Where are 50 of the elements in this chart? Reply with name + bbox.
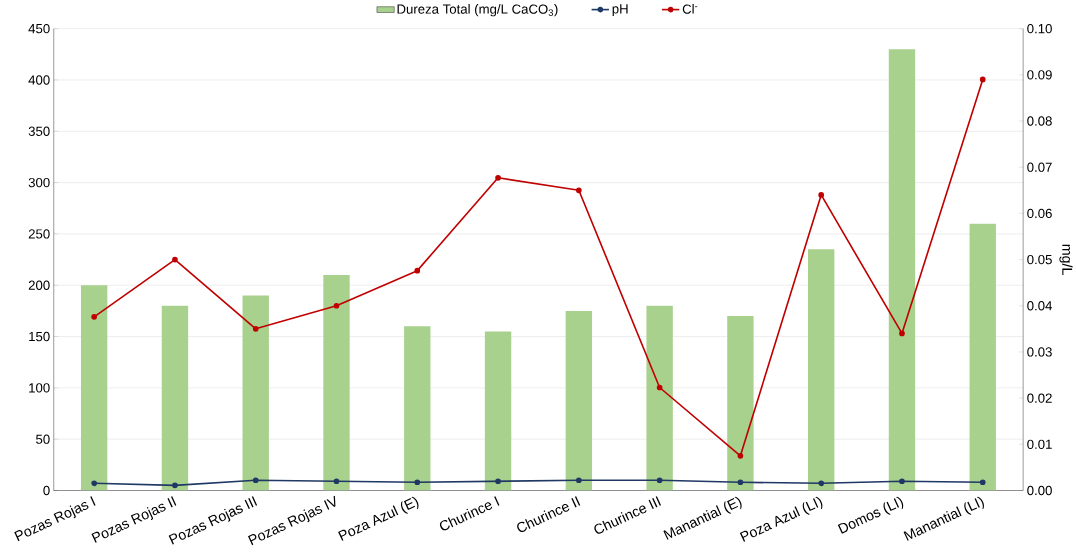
y2-tick-label: 0.04 xyxy=(1027,301,1053,311)
legend-label: Cl$^{-}$ xyxy=(682,4,698,14)
y-tick-label: 0 xyxy=(43,485,50,496)
point xyxy=(576,187,582,194)
point xyxy=(91,314,97,320)
y-tick-label: 200 xyxy=(28,280,50,290)
y2-tick-label: 0.10 xyxy=(1027,24,1052,34)
bar xyxy=(888,49,916,491)
point xyxy=(414,267,421,274)
bar xyxy=(161,305,189,491)
bar xyxy=(80,285,108,491)
point xyxy=(899,330,905,337)
y-tick-label: 50 xyxy=(36,434,50,444)
y2-tick-label: 0.01 xyxy=(1027,439,1052,450)
bar xyxy=(404,326,431,491)
point xyxy=(737,453,744,459)
point xyxy=(172,256,178,263)
y2-tick-label: 0.02 xyxy=(1027,393,1052,403)
bar xyxy=(969,223,996,491)
y2-axis-title: mg/L xyxy=(1059,244,1073,275)
y2-tick-label: 0.07 xyxy=(1027,162,1052,172)
y-tick-label: 300 xyxy=(28,178,50,188)
point xyxy=(495,175,501,181)
point xyxy=(656,384,663,391)
bar xyxy=(484,331,512,491)
y-tick-label: 100 xyxy=(29,383,50,393)
y2-tick-label: 0.05 xyxy=(1027,254,1052,265)
bar xyxy=(323,275,350,491)
y2-tick-label: 0.06 xyxy=(1027,208,1052,219)
x-tick-label: Poza Azul (E) xyxy=(338,496,419,541)
bar xyxy=(807,249,835,491)
point xyxy=(979,76,986,83)
bar xyxy=(646,305,673,491)
y2-tick-label: 0.03 xyxy=(1027,347,1052,357)
point xyxy=(333,303,340,309)
bar xyxy=(727,316,754,491)
legend-label: Dureza Total (mg/L CaCO$_{3}$) xyxy=(397,4,558,17)
y-tick-label: 250 xyxy=(28,229,50,239)
point xyxy=(818,192,825,198)
bar xyxy=(565,310,593,491)
bar xyxy=(242,295,269,491)
y2-tick-label: 0.09 xyxy=(1027,70,1052,80)
y-tick-label: 150 xyxy=(29,331,50,342)
y2-tick-label: 0.08 xyxy=(1027,116,1052,126)
legend-label: pH xyxy=(612,4,628,17)
y-tick-label: 450 xyxy=(28,24,50,34)
point xyxy=(252,326,259,332)
y-tick-label: 350 xyxy=(28,126,50,137)
y-tick-label: 400 xyxy=(28,75,50,85)
y2-tick-label: 0.00 xyxy=(1027,485,1052,496)
